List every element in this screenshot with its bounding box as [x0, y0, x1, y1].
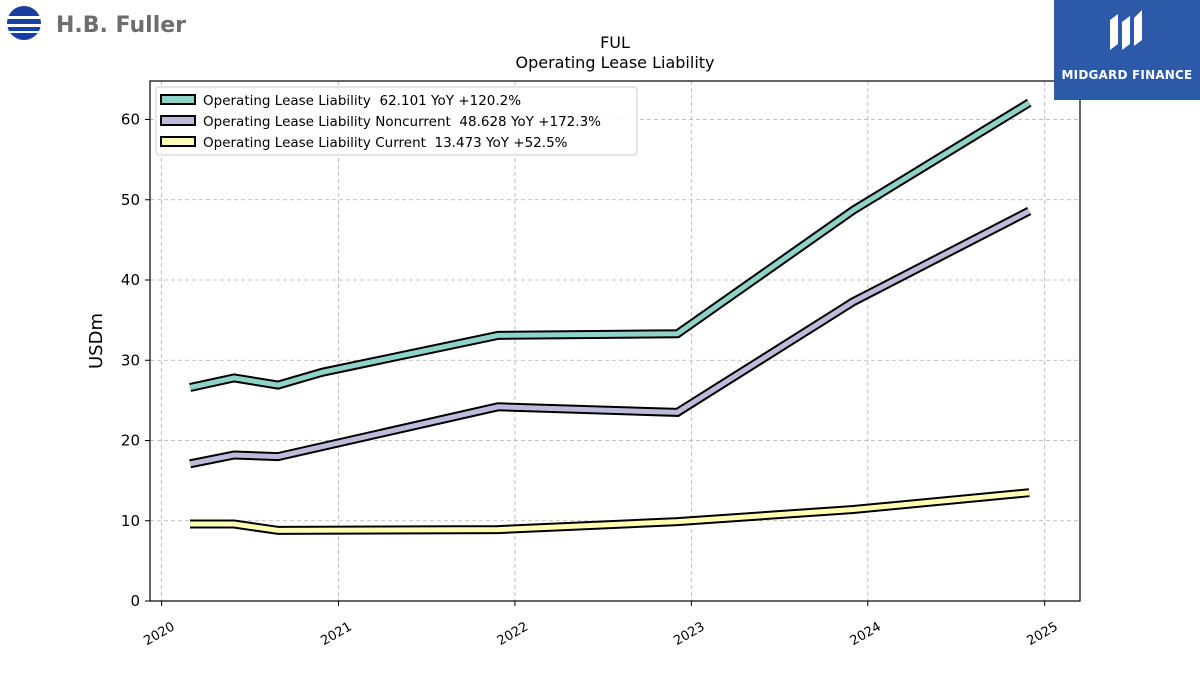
legend-label: Operating Lease Liability 62.101 YoY +12… — [203, 93, 521, 109]
legend-swatch — [160, 94, 196, 105]
y-tick-label: 0 — [130, 592, 140, 610]
series-line-core — [189, 208, 1031, 467]
hb-fuller-logo: H.B. Fuller — [4, 4, 204, 44]
legend-swatch — [160, 136, 196, 147]
series-line-core — [189, 100, 1031, 390]
x-tick-label: 2022 — [495, 619, 531, 649]
midgard-finance-logo-text: MIDGARD FINANCE — [1061, 68, 1193, 82]
chart-title: FUL — [600, 33, 630, 52]
legend-swatch — [160, 115, 196, 126]
x-tick-label: 2025 — [1025, 619, 1061, 649]
x-tick-label: 2023 — [671, 619, 707, 649]
series-3-line — [190, 488, 1030, 535]
y-tick-label: 10 — [121, 512, 140, 530]
midgard-finance-logo: MIDGARD FINANCE — [1054, 0, 1200, 100]
hb-fuller-logo-text: H.B. Fuller — [56, 13, 186, 38]
x-tick-label: 2021 — [318, 619, 354, 649]
series-line-core — [190, 490, 1030, 533]
legend-box — [155, 86, 638, 156]
y-axis-label: USDm — [86, 313, 107, 369]
chart-subtitle: Operating Lease Liability — [515, 53, 714, 72]
y-tick-label: 30 — [121, 351, 140, 369]
series-1-line — [189, 98, 1032, 392]
y-tick-label: 50 — [121, 191, 140, 209]
plot-frame — [149, 80, 1081, 602]
y-tick-label: 20 — [121, 432, 140, 450]
legend-label: Operating Lease Liability Noncurrent 48.… — [203, 114, 601, 130]
y-tick-label: 40 — [121, 271, 140, 289]
x-tick-label: 2020 — [141, 619, 177, 649]
series-layer — [189, 98, 1032, 535]
x-tick-label: 2024 — [848, 619, 884, 649]
legend-label: Operating Lease Liability Current 13.473… — [203, 135, 568, 151]
series-2-line — [189, 207, 1032, 469]
legend: Operating Lease Liability 62.101 YoY +12… — [155, 86, 638, 156]
y-tick-label: 60 — [121, 111, 140, 129]
